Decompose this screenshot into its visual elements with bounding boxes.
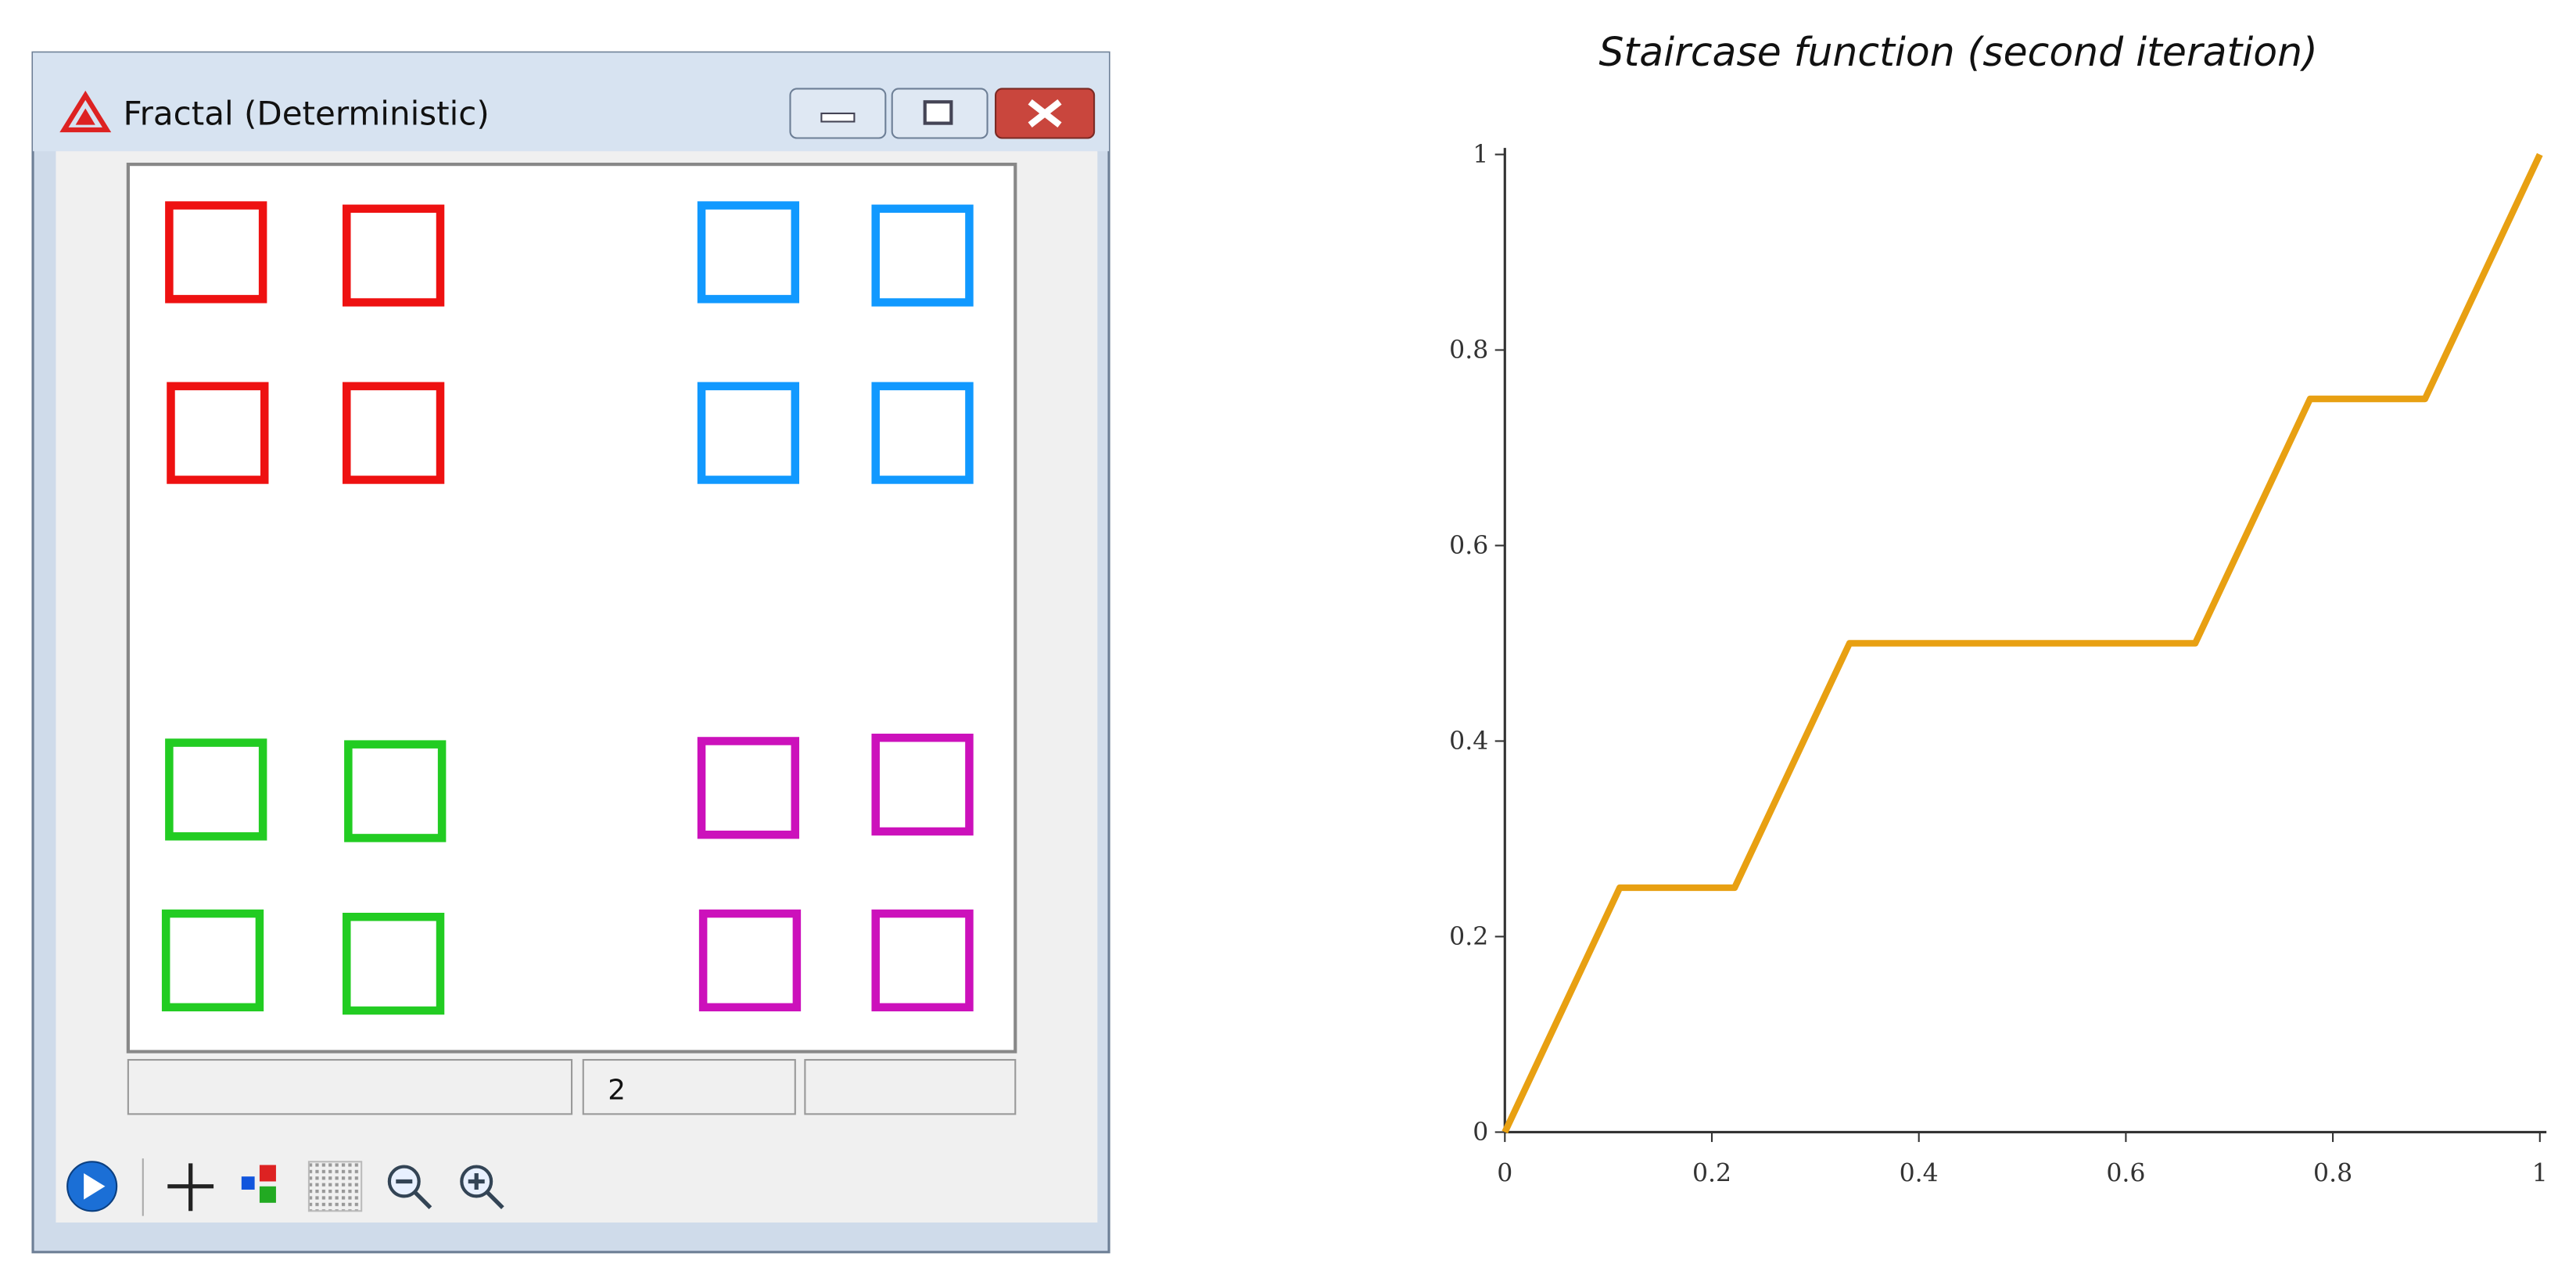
x-tick-label: 0 <box>1497 1159 1512 1187</box>
y-tick-label: 1 <box>1473 141 1488 169</box>
canvas <box>126 163 1017 1054</box>
toolbar <box>66 1158 504 1216</box>
x-tick-label: 0.6 <box>2106 1159 2145 1187</box>
window-title: Fractal (Deterministic) <box>124 95 490 133</box>
minimize-icon <box>820 112 856 123</box>
status-bar: 2 <box>127 1058 1017 1115</box>
add-button[interactable] <box>167 1163 214 1212</box>
y-tick-label: 0.2 <box>1449 923 1488 951</box>
x-tick-label: 1 <box>2532 1159 2548 1187</box>
x-tick-label: 0.4 <box>1900 1159 1939 1187</box>
zoom-in-button[interactable] <box>460 1165 504 1209</box>
x-tick-label: 0.2 <box>1692 1159 1731 1187</box>
y-tick-label: 0.8 <box>1449 336 1488 364</box>
plot: 0 0.2 0.4 0.6 0.8 1 0 0.2 0.4 0.6 0.8 1 <box>1449 141 2548 1187</box>
grid-button[interactable] <box>307 1161 363 1212</box>
y-tick-label: 0.4 <box>1449 727 1488 756</box>
x-tick-label: 0.8 <box>2313 1159 2352 1187</box>
play-icon <box>84 1172 106 1200</box>
color-button[interactable] <box>241 1165 276 1203</box>
zoom-out-button[interactable] <box>387 1165 432 1209</box>
y-tick-label: 0 <box>1473 1118 1488 1147</box>
data-line <box>1501 153 2543 1134</box>
fractal-squares <box>161 201 974 1015</box>
status-pane: 2 <box>608 1074 626 1106</box>
y-tick-label: 0.6 <box>1449 532 1488 560</box>
chart-title: Staircase function (second iteration) <box>1598 29 2317 75</box>
close-icon <box>1028 99 1062 128</box>
maximize-icon <box>923 100 953 125</box>
app-icon <box>59 90 112 133</box>
